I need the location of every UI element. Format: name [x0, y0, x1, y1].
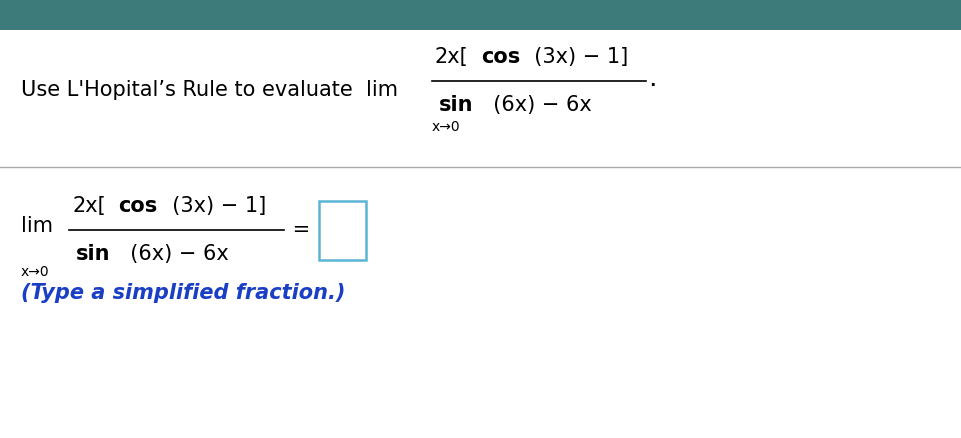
FancyBboxPatch shape — [319, 201, 365, 260]
Text: cos: cos — [480, 47, 520, 67]
Text: cos: cos — [118, 196, 158, 216]
Text: (6x) − 6x: (6x) − 6x — [117, 244, 229, 264]
Text: sin: sin — [438, 95, 473, 115]
Text: x→0: x→0 — [431, 120, 460, 134]
FancyBboxPatch shape — [0, 0, 961, 30]
Text: 2x[: 2x[ — [72, 196, 106, 216]
Text: .: . — [648, 66, 656, 92]
Text: lim: lim — [21, 215, 53, 236]
Text: =: = — [285, 220, 309, 240]
Text: (6x) − 6x: (6x) − 6x — [480, 95, 591, 115]
Text: 2x[: 2x[ — [434, 47, 468, 67]
Text: sin: sin — [76, 244, 111, 264]
Text: Use L'Hopital’s Rule to evaluate  lim: Use L'Hopital’s Rule to evaluate lim — [21, 80, 398, 100]
Text: x→0: x→0 — [20, 265, 49, 279]
Text: (3x) − 1]: (3x) − 1] — [159, 196, 265, 216]
Text: (3x) − 1]: (3x) − 1] — [521, 47, 628, 67]
Text: (Type a simplified fraction.): (Type a simplified fraction.) — [21, 283, 345, 304]
